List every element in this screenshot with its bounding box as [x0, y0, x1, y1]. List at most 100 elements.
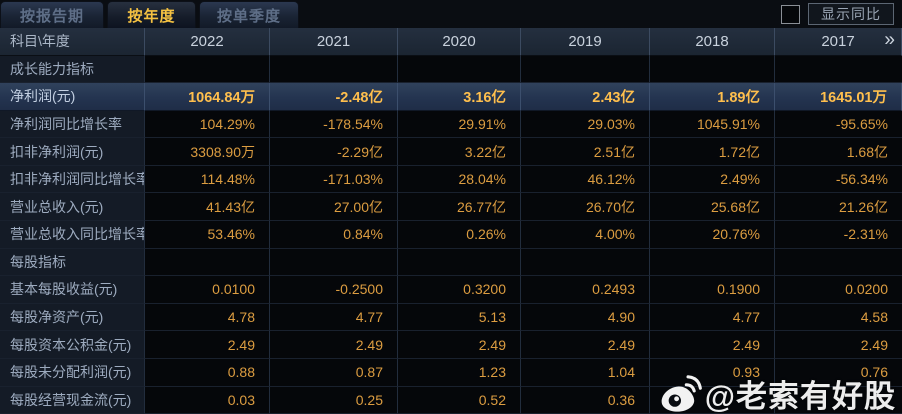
cell-value: 3.16亿	[398, 83, 521, 111]
cell-value: 0.26%	[398, 221, 521, 249]
row-label: 每股经营现金流(元)	[0, 386, 145, 414]
cell-value: 46.12%	[521, 165, 650, 194]
cell-value: 29.91%	[398, 110, 521, 139]
row-label: 净利润同比增长率	[0, 110, 145, 139]
cell-value: 1.72亿	[650, 138, 775, 166]
cell-value: 0.76	[775, 358, 902, 387]
show-yoy-label[interactable]: 显示同比	[808, 3, 894, 25]
cell-value: 4.00%	[521, 221, 650, 249]
cell-value: 2.49	[270, 331, 398, 359]
section-header-row: 成长能力指标	[0, 55, 902, 84]
year-header-2022[interactable]: 2022	[145, 28, 270, 56]
row-label: 扣非净利润(元)	[0, 138, 145, 166]
cell-value	[650, 386, 775, 414]
cell-value: 27.00亿	[270, 193, 398, 222]
cell-value: -95.65%	[775, 110, 902, 139]
year-header-2018[interactable]: 2018	[650, 28, 775, 56]
cell-value: -2.48亿	[270, 83, 398, 111]
cell-value: -0.2500	[270, 276, 398, 304]
tab-by-report-period[interactable]: 按报告期	[0, 1, 104, 28]
corner-header: 科目\年度	[0, 28, 145, 56]
cell-value: 2.49%	[650, 165, 775, 194]
yoy-controls: 显示同比	[781, 0, 902, 28]
year-header-2017[interactable]: 2017 »	[775, 28, 902, 56]
cell-value: 5.13	[398, 303, 521, 332]
row-label: 每股未分配利润(元)	[0, 358, 145, 387]
cell-value: 0.0100	[145, 276, 270, 304]
tab-by-year[interactable]: 按年度	[107, 1, 196, 28]
row-label: 基本每股收益(元)	[0, 276, 145, 304]
row-label: 营业总收入(元)	[0, 193, 145, 222]
table-row: 扣非净利润同比增长率 114.48% -171.03% 28.04% 46.12% 2.4…	[0, 165, 902, 194]
financial-table: 科目\年度 2022 2021 2020 2019 2018 2017 » 成长…	[0, 28, 902, 414]
cell-value: 53.46%	[145, 221, 270, 249]
cell-value: 0.1900	[650, 276, 775, 304]
cell-value: 26.70亿	[521, 193, 650, 222]
cell-value: 26.77亿	[398, 193, 521, 222]
cell-value: 0.36	[521, 386, 650, 414]
cell-value: 0.52	[398, 386, 521, 414]
table-header-row: 科目\年度 2022 2021 2020 2019 2018 2017 »	[0, 28, 902, 56]
cell-value: 3308.90万	[145, 138, 270, 166]
cell-value: 0.87	[270, 358, 398, 387]
cell-value: 4.77	[650, 303, 775, 332]
section-title: 每股指标	[0, 248, 145, 277]
year-header-2021[interactable]: 2021	[270, 28, 398, 56]
cell-value: 2.49	[650, 331, 775, 359]
cell-value: 4.78	[145, 303, 270, 332]
table-row: 营业总收入(元) 41.43亿 27.00亿 26.77亿 26.70亿 25.68亿 21…	[0, 193, 902, 222]
cell-value: -2.29亿	[270, 138, 398, 166]
table-row: 营业总收入同比增长率 53.46% 0.84% 0.26% 4.00% 20.76% -2.…	[0, 221, 902, 249]
year-header-label: 2017	[821, 32, 855, 50]
cell-value: 0.03	[145, 386, 270, 414]
tab-by-single-quarter[interactable]: 按单季度	[199, 1, 299, 28]
cell-value	[775, 55, 902, 84]
cell-value	[270, 55, 398, 84]
cell-value: 3.22亿	[398, 138, 521, 166]
cell-value: -171.03%	[270, 165, 398, 194]
cell-value: 2.49	[398, 331, 521, 359]
cell-value	[145, 248, 270, 277]
cell-value	[270, 248, 398, 277]
cell-value: 29.03%	[521, 110, 650, 139]
row-label: 扣非净利润同比增长率	[0, 165, 145, 194]
period-tabbar: 按报告期 按年度 按单季度 显示同比	[0, 0, 902, 28]
cell-value: 2.49	[145, 331, 270, 359]
cell-value: 2.49	[775, 331, 902, 359]
cell-value: -56.34%	[775, 165, 902, 194]
cell-value: -178.54%	[270, 110, 398, 139]
cell-value	[145, 55, 270, 84]
cell-value: 4.58	[775, 303, 902, 332]
cell-value: 1064.84万	[145, 83, 270, 111]
cell-value: 4.77	[270, 303, 398, 332]
cell-value: 4.90	[521, 303, 650, 332]
cell-value: 0.0200	[775, 276, 902, 304]
row-label: 每股资本公积金(元)	[0, 331, 145, 359]
more-columns-icon[interactable]: »	[884, 30, 895, 52]
show-yoy-checkbox[interactable]	[781, 4, 800, 24]
year-header-2020[interactable]: 2020	[398, 28, 521, 56]
cell-value	[775, 248, 902, 277]
cell-value	[775, 386, 902, 414]
section-title: 成长能力指标	[0, 55, 145, 84]
cell-value: 2.43亿	[521, 83, 650, 111]
cell-value: 1.23	[398, 358, 521, 387]
cell-value: 0.88	[145, 358, 270, 387]
row-label: 净利润(元)	[0, 83, 145, 111]
cell-value: -2.31%	[775, 221, 902, 249]
cell-value	[521, 55, 650, 84]
table-row: 基本每股收益(元) 0.0100 -0.2500 0.3200 0.2493 0.1900…	[0, 276, 902, 304]
cell-value: 0.84%	[270, 221, 398, 249]
cell-value: 0.93	[650, 358, 775, 387]
table-row: 净利润同比增长率 104.29% -178.54% 29.91% 29.03% 1045.…	[0, 110, 902, 139]
table-row: 扣非净利润(元) 3308.90万 -2.29亿 3.22亿 2.51亿 1.72亿 1.6…	[0, 138, 902, 166]
cell-value	[398, 55, 521, 84]
table-row: 净利润(元) 1064.84万 -2.48亿 3.16亿 2.43亿 1.89亿 1645.…	[0, 83, 902, 111]
cell-value: 2.49	[521, 331, 650, 359]
year-header-2019[interactable]: 2019	[521, 28, 650, 56]
cell-value	[650, 248, 775, 277]
cell-value: 1645.01万	[775, 83, 902, 111]
cell-value: 21.26亿	[775, 193, 902, 222]
cell-value: 28.04%	[398, 165, 521, 194]
